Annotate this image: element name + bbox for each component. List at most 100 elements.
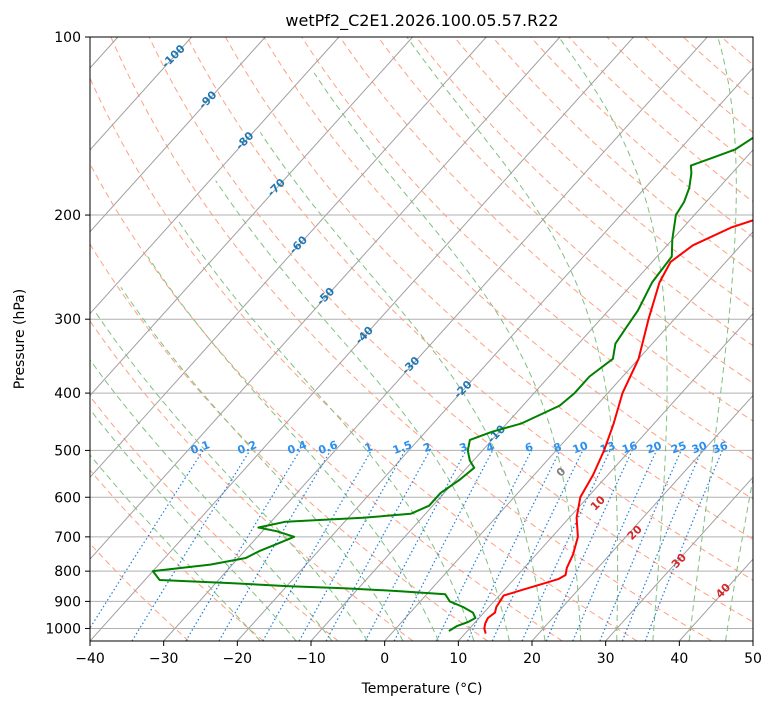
dry-adiabat-line: [90, 243, 488, 641]
mixing-ratio-label: 0.2: [236, 438, 259, 457]
chart-title: wetPf2_C2E1.2026.100.05.57.R22: [285, 11, 558, 31]
theta-e-label: 10: [588, 493, 608, 513]
mixing-ratio-label: 20: [645, 439, 664, 457]
x-tick-label: 20: [523, 651, 541, 667]
dry-adiabat-line: [377, 37, 753, 384]
dry-adiabat-line: [110, 37, 712, 641]
moist-adiabat-line: [725, 475, 753, 641]
mixing-ratio-line: [185, 450, 301, 641]
y-tick-label: 700: [54, 530, 81, 546]
mixing-ratio-label: 2: [421, 440, 433, 455]
dry-adiabat-line: [721, 37, 753, 66]
y-tick-label: 800: [54, 564, 81, 580]
dewpoint-profile-line: [151, 136, 753, 632]
dry-adiabat-line: [453, 37, 753, 310]
y-tick-label: 1000: [45, 621, 81, 637]
mixing-ratio-line: [545, 450, 633, 641]
y-tick-label: 900: [54, 594, 81, 610]
isotherm-line: [163, 37, 708, 641]
mixing-ratio-line: [90, 450, 204, 630]
x-axis-label: Temperature (°C): [361, 681, 483, 697]
dry-adiabat-line: [530, 37, 753, 238]
mixing-ratio-label: 6: [523, 440, 535, 455]
dry-adiabat-line: [492, 37, 753, 274]
isotherm-line: [90, 37, 413, 397]
moist-adiabat-line: [178, 221, 475, 641]
y-tick-label: 400: [54, 386, 81, 402]
mixing-ratio-label: 16: [620, 439, 639, 457]
isotherm-line: [90, 37, 340, 315]
y-tick-label: 200: [54, 208, 81, 224]
dry-adiabat-line: [415, 37, 753, 347]
dry-adiabat-line: [90, 542, 190, 641]
y-tick-label: 500: [54, 443, 81, 459]
x-tick-label: −30: [149, 651, 179, 667]
dry-adiabat-line: [760, 37, 775, 641]
dry-adiabat-line: [682, 37, 753, 100]
dry-adiabat-line: [90, 77, 638, 641]
x-tick-label: 40: [670, 651, 688, 667]
moist-adiabat-line: [93, 310, 369, 641]
y-tick-label: 100: [54, 30, 81, 46]
dry-adiabat-line: [90, 162, 563, 641]
isotherm-line: [90, 37, 487, 479]
dry-adiabat-line: [148, 37, 753, 623]
mixing-ratio-line: [621, 450, 703, 641]
x-axis: −40 −30 −20 −10 0 10 20 30 40 50: [75, 641, 762, 667]
mixing-ratio-label: 25: [669, 439, 688, 456]
mixing-ratio-line: [644, 450, 723, 641]
mixing-ratio-label: 4: [484, 440, 496, 455]
plot-frame: [89, 36, 754, 642]
isotherm-line: [310, 149, 753, 641]
mixing-ratio-label: 1.5: [391, 438, 414, 457]
dry-adiabat-line: [263, 37, 753, 500]
y-tick-label: 600: [54, 490, 81, 506]
x-tick-label: 10: [449, 651, 467, 667]
dry-adiabat-line: [186, 37, 753, 581]
mixing-ratio-label: 0.4: [286, 438, 309, 457]
mixing-ratio-line: [521, 450, 611, 641]
theta-e-label: 0: [554, 465, 569, 480]
mixing-ratio-line: [599, 450, 682, 641]
mixing-ratio-label: 36: [711, 439, 730, 457]
moist-adiabat-line: [90, 408, 297, 641]
dry-adiabat-line: [606, 37, 753, 168]
moist-adiabat-line: [259, 132, 546, 641]
isotherm-line: [90, 37, 561, 560]
isotherm-line: [236, 67, 753, 641]
x-tick-label: 30: [597, 651, 615, 667]
isotherm-line: [752, 640, 753, 641]
dry-adiabat-line: [90, 320, 414, 641]
isotherm-line: [457, 312, 753, 641]
mixing-ratio-line: [325, 450, 431, 641]
isotherm-line: [605, 476, 753, 641]
mixing-ratio-line: [393, 450, 494, 641]
mixing-ratio-label: 0.1: [189, 438, 212, 457]
isotherm-line: [90, 37, 192, 151]
x-tick-label: 50: [744, 651, 762, 667]
moist-adiabat-line: [90, 358, 333, 641]
mixing-ratio-label: 1: [363, 440, 375, 455]
mixing-ratio-line: [572, 450, 658, 641]
x-tick-label: −20: [223, 651, 253, 667]
isotherm-line: [90, 37, 634, 641]
mixing-ratio-label: 3: [458, 440, 470, 455]
moist-adiabat-line: [215, 180, 510, 641]
moist-adiabat-line: [688, 37, 737, 641]
mixing-ratio-label: 30: [690, 439, 709, 457]
mixing-ratio-label: 8: [552, 440, 564, 455]
moist-adiabat-line: [313, 72, 582, 641]
moist-adiabat-line: [147, 256, 439, 641]
mixing-ratio-label: 0.6: [317, 438, 340, 457]
mixing-ratio-line: [131, 450, 251, 641]
dry-adiabat-line: [339, 37, 753, 422]
mixing-ratio-label: 10: [571, 439, 590, 457]
temperature-profile-line: [483, 219, 753, 634]
dry-adiabat-line: [90, 469, 264, 641]
plot-area: -100-90-80-70-60-50-40-30-20-100.1 0.2 0.4…: [90, 37, 775, 641]
moist-adiabat-line: [90, 454, 261, 641]
isotherm-line: [90, 37, 266, 233]
x-tick-label: 0: [380, 651, 389, 667]
y-axis: 100 200 300 400 500 600 700 800 900 1000: [45, 30, 90, 637]
mixing-ratio-line: [298, 450, 406, 641]
